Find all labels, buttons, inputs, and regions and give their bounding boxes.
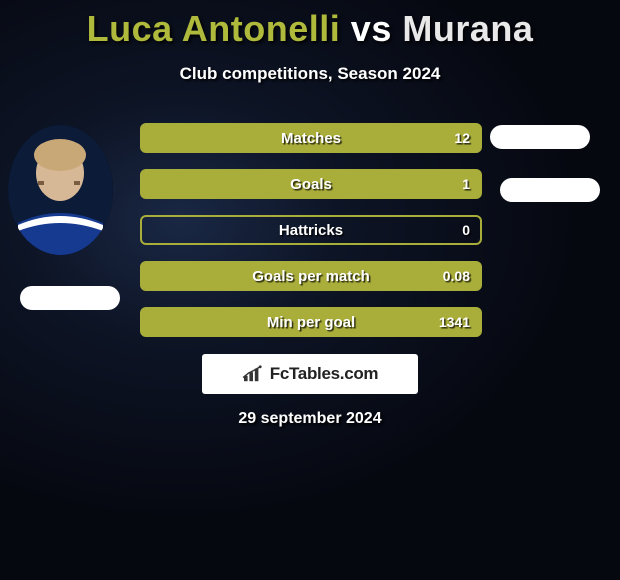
subtitle: Club competitions, Season 2024 xyxy=(0,64,620,84)
logo-text: FcTables.com xyxy=(270,364,379,384)
title-vs: vs xyxy=(351,8,392,49)
player2-avatar-placeholder xyxy=(490,125,590,149)
stat-value: 12 xyxy=(454,130,470,146)
title-player1: Luca Antonelli xyxy=(87,8,341,49)
page-title: Luca Antonelli vs Murana xyxy=(0,0,620,50)
stat-label: Matches xyxy=(281,130,341,147)
stat-value: 1 xyxy=(462,176,470,192)
stat-label: Goals per match xyxy=(252,268,370,285)
content-root: Luca Antonelli vs Murana Club competitio… xyxy=(0,0,620,84)
stat-bar: Hattricks 0 xyxy=(140,215,482,245)
stat-bar: Matches 12 xyxy=(140,123,482,153)
stat-value: 0 xyxy=(462,222,470,238)
stat-value: 1341 xyxy=(439,314,470,330)
stat-bar: Goals per match 0.08 xyxy=(140,261,482,291)
stat-label: Hattricks xyxy=(279,222,343,239)
stat-label: Goals xyxy=(290,176,332,193)
stat-bar: Min per goal 1341 xyxy=(140,307,482,337)
stat-label: Min per goal xyxy=(267,314,355,331)
avatar-icon xyxy=(8,125,113,255)
source-logo: FcTables.com xyxy=(202,354,418,394)
player2-name-pill xyxy=(500,178,600,202)
date-label: 29 september 2024 xyxy=(0,410,620,428)
stats-bar-chart: Matches 12 Goals 1 Hattricks 0 Goals per match… xyxy=(140,123,482,353)
title-player2: Murana xyxy=(402,8,533,49)
player1-name-pill xyxy=(20,286,120,310)
bar-chart-icon xyxy=(242,365,264,383)
stat-value: 0.08 xyxy=(443,268,470,284)
player1-avatar xyxy=(8,125,113,255)
stat-bar: Goals 1 xyxy=(140,169,482,199)
